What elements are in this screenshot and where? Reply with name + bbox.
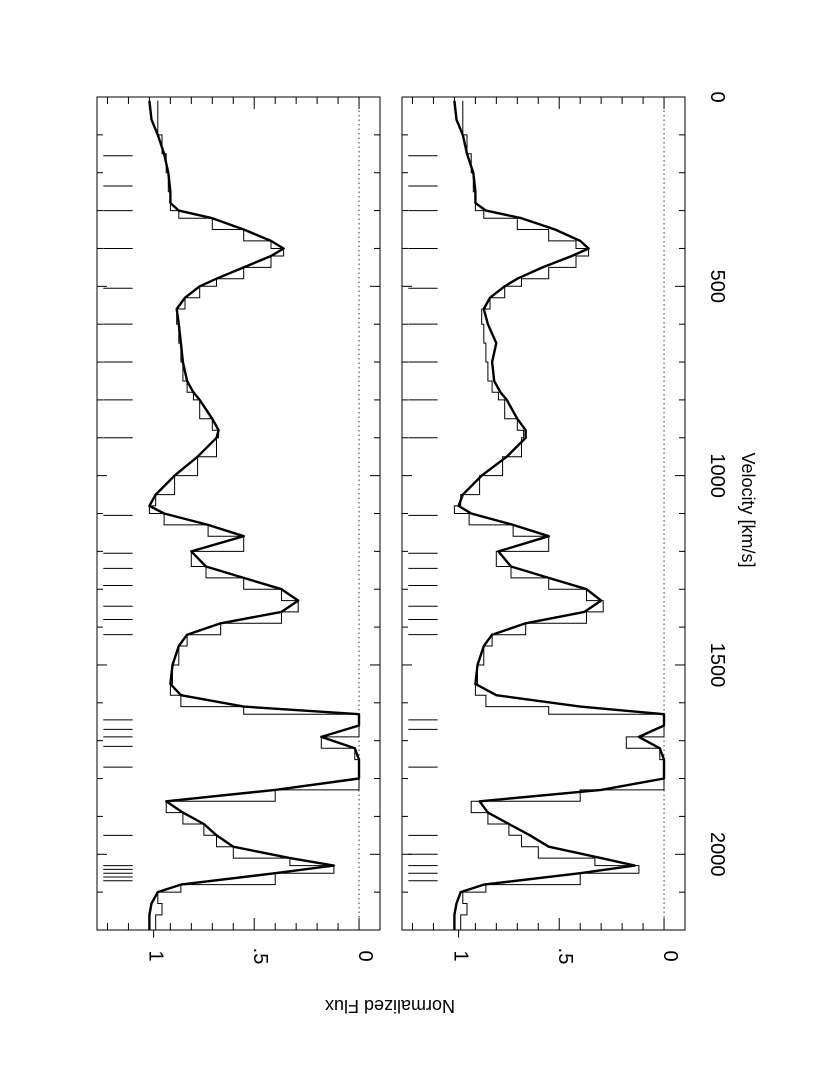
plot-frame bbox=[97, 97, 380, 930]
data-histogram-series bbox=[454, 101, 664, 938]
flux-tick-label: 0 bbox=[354, 950, 376, 961]
flux-tick-label: 0 bbox=[659, 950, 681, 961]
velocity-tick-label: 500 bbox=[706, 270, 728, 303]
flux-axis-label: Normalized Flux bbox=[325, 996, 455, 1016]
model-fit-series bbox=[454, 101, 664, 930]
velocity-tick-label: 1500 bbox=[706, 643, 728, 688]
velocity-tick-label: 1000 bbox=[706, 453, 728, 498]
flux-tick-label: 1 bbox=[144, 950, 166, 961]
velocity-tick-label: 0 bbox=[706, 91, 728, 102]
plot-frame bbox=[402, 97, 685, 930]
flux-tick-label: .5 bbox=[554, 948, 576, 965]
velocity-axis-label: Velocity [km/s] bbox=[738, 452, 758, 567]
panel-bottom: 0.51 bbox=[402, 97, 685, 964]
model-fit-series bbox=[149, 101, 359, 930]
panel-top: 0.51 bbox=[97, 97, 380, 964]
flux-tick-label: 1 bbox=[449, 950, 471, 961]
velocity-tick-label: 2000 bbox=[706, 832, 728, 877]
flux-tick-label: .5 bbox=[249, 948, 271, 965]
